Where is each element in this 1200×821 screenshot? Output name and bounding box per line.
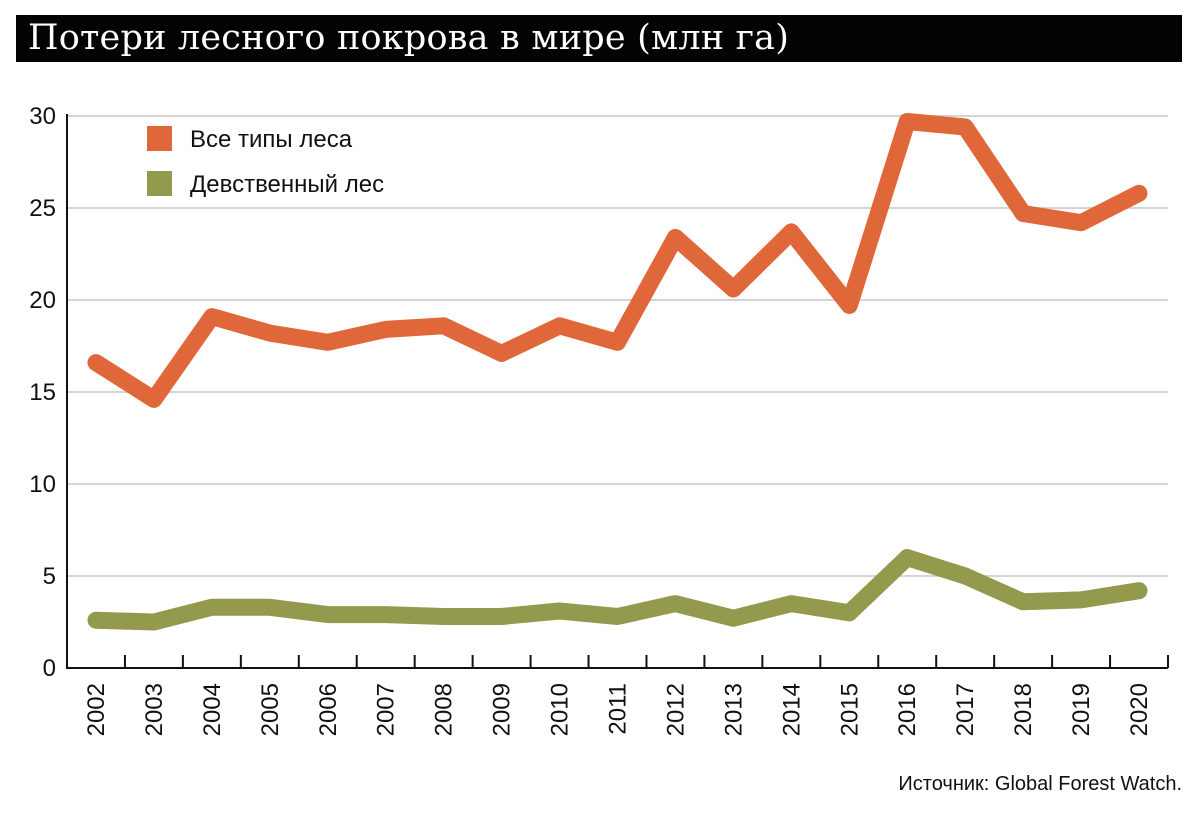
- x-tick-label: 2019: [1068, 683, 1095, 736]
- x-tick-label: 2009: [489, 683, 516, 736]
- data-point: [617, 341, 618, 343]
- data-point: [211, 606, 213, 608]
- data-point: [790, 603, 792, 605]
- y-tick-label: 25: [29, 195, 56, 222]
- x-tick-label: 2004: [199, 683, 226, 736]
- x-tick-label: 2013: [720, 683, 747, 736]
- data-point: [1080, 599, 1082, 601]
- data-point: [269, 606, 271, 608]
- data-point: [385, 614, 387, 616]
- data-point: [906, 121, 908, 123]
- data-point: [95, 619, 97, 621]
- data-point: [1022, 601, 1024, 603]
- chart-title: Потери лесного покрова в мире (млн га): [28, 18, 790, 58]
- y-tick-label: 20: [29, 287, 56, 314]
- x-tick-label: 2012: [662, 683, 689, 736]
- data-point: [559, 610, 561, 612]
- legend-label: Все типы леса: [190, 126, 353, 153]
- data-point: [848, 612, 850, 614]
- data-point: [964, 126, 966, 128]
- x-tick-label: 2011: [605, 683, 632, 735]
- data-point: [732, 617, 734, 619]
- data-point: [385, 328, 387, 330]
- x-tick-label: 2006: [315, 683, 342, 736]
- x-tick-label: 2005: [257, 683, 284, 736]
- data-point: [95, 362, 97, 364]
- title-bar: Потери лесного покрова в мире (млн га): [16, 15, 1182, 62]
- y-tick-label: 15: [29, 379, 56, 406]
- data-point: [153, 621, 155, 623]
- x-tick-label: 2016: [894, 683, 921, 736]
- data-point: [269, 332, 271, 334]
- y-tick-label: 10: [29, 471, 56, 498]
- data-point: [848, 305, 850, 307]
- y-tick-label: 30: [29, 103, 56, 130]
- series-lines: [87, 113, 1148, 631]
- series-line: [87, 113, 1148, 408]
- x-tick-label: 2018: [1010, 683, 1037, 736]
- data-point: [1138, 192, 1140, 194]
- axes: 0 5 10 15 20 25 30 2002 2003 2004 2005 2006 2007 2008…: [29, 103, 1169, 736]
- data-point: [964, 575, 966, 577]
- data-point: [732, 288, 734, 290]
- legend-swatch: [147, 126, 172, 151]
- data-point: [327, 614, 329, 616]
- x-tick-label: 2010: [547, 683, 574, 736]
- x-tick-label: 2003: [141, 683, 168, 736]
- data-point: [674, 236, 676, 238]
- data-point: [501, 615, 503, 617]
- x-tick-label: 2017: [952, 683, 979, 736]
- data-point: [443, 615, 445, 617]
- data-point: [327, 341, 329, 343]
- data-point: [153, 398, 155, 400]
- data-point: [501, 352, 503, 354]
- x-tick-label: 2020: [1126, 683, 1153, 736]
- y-tick-label: 5: [43, 563, 56, 590]
- x-tick-label: 2002: [83, 683, 110, 736]
- data-point: [559, 325, 561, 327]
- data-point: [443, 325, 445, 327]
- data-point: [1138, 590, 1140, 592]
- data-point: [211, 316, 213, 318]
- x-tick-label: 2014: [778, 683, 805, 736]
- data-point: [674, 603, 676, 605]
- source-note: Источник: Global Forest Watch.: [898, 773, 1182, 795]
- legend-label: Девственный лес: [190, 171, 384, 198]
- y-tick-label: 0: [43, 655, 56, 682]
- x-tick-label: 2015: [836, 683, 863, 736]
- legend: Все типы леса Девственный лес: [147, 126, 384, 198]
- data-point: [906, 557, 908, 559]
- gridlines: [67, 115, 1168, 577]
- series-line: [87, 549, 1148, 631]
- data-point: [1080, 222, 1082, 224]
- x-tick-label: 2008: [431, 683, 458, 736]
- data-point: [1022, 213, 1024, 215]
- x-tick-label: 2007: [373, 683, 400, 736]
- legend-swatch: [147, 171, 172, 196]
- data-point: [790, 231, 792, 233]
- data-point: [617, 615, 618, 617]
